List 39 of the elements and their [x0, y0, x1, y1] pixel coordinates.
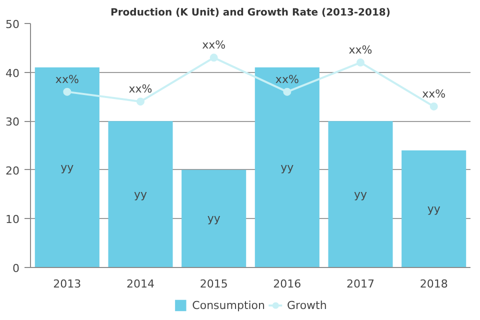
- x-tick-label: 2016: [273, 278, 302, 290]
- y-tick-label: 20: [6, 164, 20, 178]
- y-tick-label: 50: [6, 18, 20, 31]
- data-label: xx%: [275, 72, 299, 86]
- bar: [328, 121, 393, 268]
- x-tick-label: 2017: [346, 278, 375, 290]
- data-label: yy: [207, 212, 221, 226]
- x-tick-label: 2015: [200, 278, 228, 290]
- data-label: yy: [427, 202, 441, 216]
- x-tick-label: 2013: [53, 278, 82, 290]
- data-label: xx%: [128, 82, 152, 96]
- x-tick-label: 2018: [420, 278, 448, 290]
- point: [356, 58, 364, 67]
- data-label: yy: [60, 160, 74, 174]
- point: [63, 88, 72, 96]
- data-label: yy: [134, 188, 148, 201]
- y-tick-label: 0: [12, 262, 20, 275]
- data-label: xx%: [348, 44, 372, 57]
- point: [136, 98, 144, 106]
- point: [210, 54, 218, 62]
- y-tick-label: 10: [6, 213, 20, 226]
- data-label: xx%: [202, 38, 226, 52]
- point: [283, 88, 292, 96]
- legend-label: Growth: [287, 298, 327, 312]
- bar: [182, 170, 246, 268]
- y-tick-label: 30: [6, 116, 20, 129]
- point: [430, 102, 438, 110]
- bar: [254, 67, 320, 268]
- y-tick-label: 40: [6, 66, 20, 80]
- chart-title: Production (K Unit) and Growth Rate (2013-2018): [110, 8, 390, 18]
- bar: [108, 121, 173, 268]
- bar: [402, 150, 466, 268]
- bar: [34, 67, 100, 268]
- data-label: xx%: [55, 72, 79, 86]
- data-label: xx%: [422, 87, 446, 100]
- data-label: yy: [280, 160, 294, 174]
- data-label: yy: [354, 188, 368, 201]
- legend-label: Consumption: [192, 298, 266, 312]
- x-tick-label: 2014: [126, 278, 155, 290]
